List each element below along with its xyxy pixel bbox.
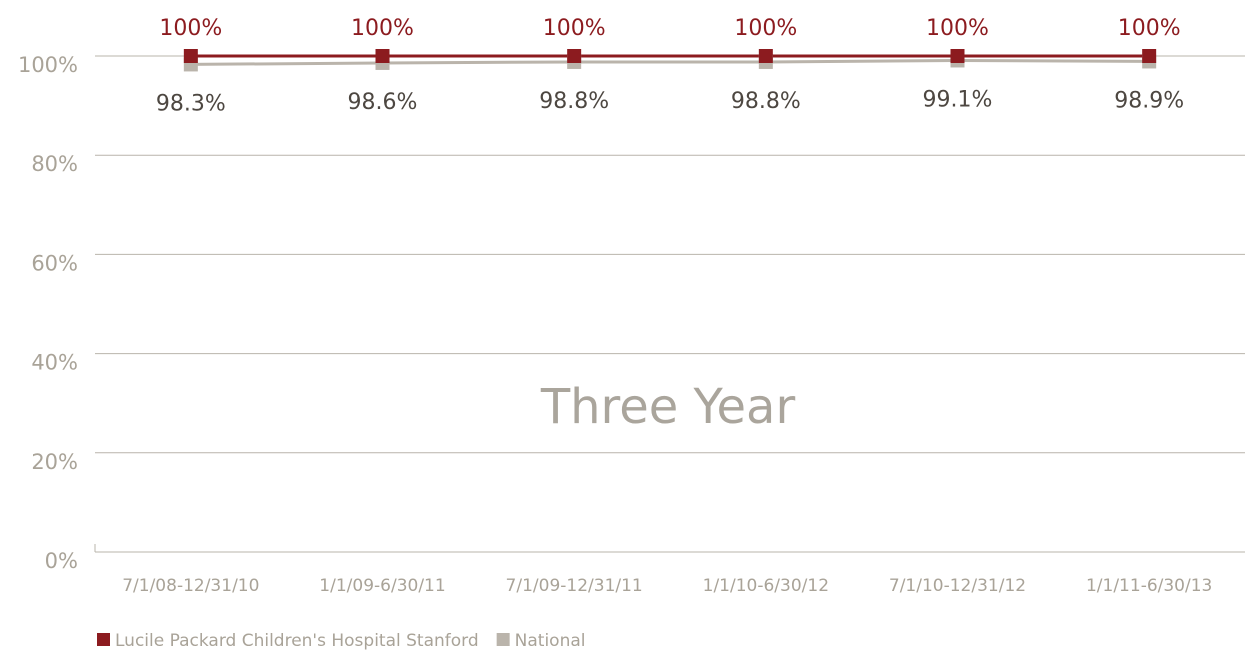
- data-label: 100%: [543, 16, 606, 41]
- legend-swatch: [496, 633, 510, 646]
- marker: [950, 49, 965, 63]
- data-label: 98.9%: [1114, 88, 1184, 113]
- y-tick-label: 100%: [18, 53, 78, 77]
- y-tick-label: 40%: [31, 351, 78, 375]
- marker: [758, 49, 773, 63]
- data-label: 98.3%: [156, 91, 226, 116]
- data-label: 100%: [159, 16, 222, 41]
- x-tick-label: 1/1/09-6/30/11: [319, 576, 445, 596]
- x-tick-label: 7/1/10-12/31/12: [889, 576, 1026, 596]
- data-label: 98.8%: [539, 89, 609, 114]
- data-label: 98.6%: [348, 90, 418, 115]
- legend-swatch: [97, 633, 110, 646]
- x-tick-label: 1/1/10-6/30/12: [703, 576, 829, 596]
- y-tick-label: 0%: [45, 549, 78, 573]
- legend-label: Lucile Packard Children's Hospital Stanf…: [115, 631, 479, 651]
- y-tick-label: 80%: [31, 152, 78, 176]
- data-label: 100%: [926, 16, 989, 41]
- marker: [183, 49, 198, 63]
- y-tick-label: 60%: [31, 251, 78, 275]
- data-label: 99.1%: [923, 87, 993, 112]
- x-tick-label: 7/1/08-12/31/10: [122, 576, 259, 596]
- series-line: [190, 58, 1150, 66]
- data-label: 100%: [351, 16, 414, 41]
- y-tick-label: 20%: [31, 450, 78, 474]
- data-label: 98.8%: [731, 89, 801, 114]
- marker: [567, 49, 582, 63]
- x-tick-label: 7/1/09-12/31/11: [506, 576, 643, 596]
- data-label: 100%: [734, 16, 797, 41]
- x-tick-label: 1/1/11-6/30/13: [1086, 576, 1212, 596]
- legend-label: National: [515, 631, 586, 651]
- marker: [1142, 49, 1157, 63]
- marker: [375, 49, 390, 63]
- annotation: Three Year: [540, 379, 796, 435]
- data-label: 100%: [1118, 16, 1181, 41]
